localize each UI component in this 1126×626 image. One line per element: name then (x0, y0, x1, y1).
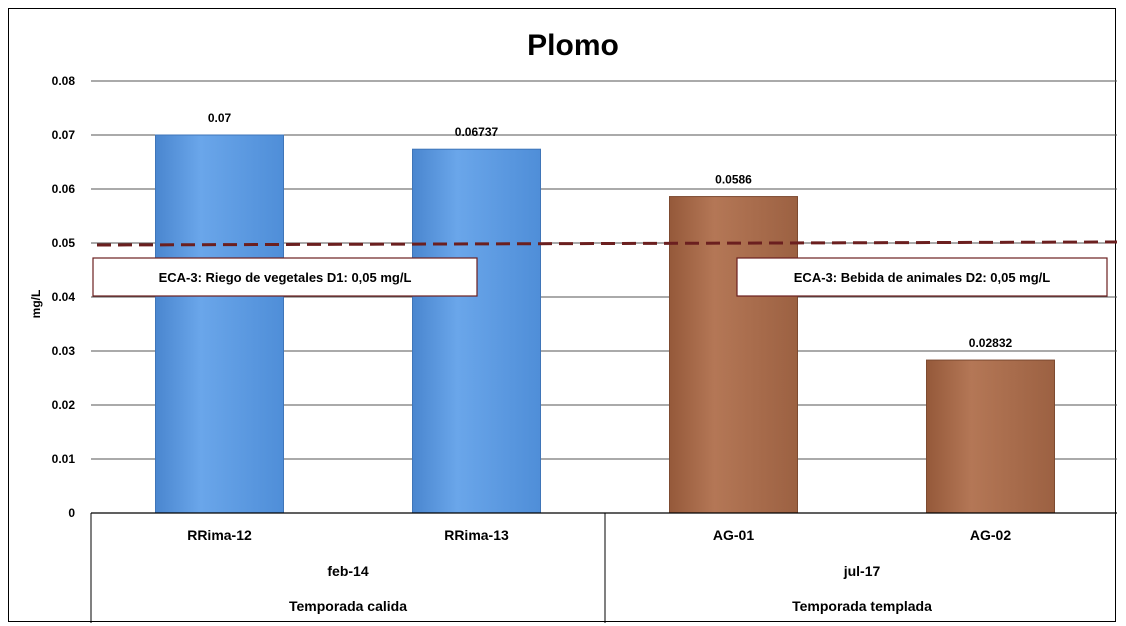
data-label: 0.0586 (715, 173, 752, 187)
group-season-label: Temporada calida (289, 598, 407, 614)
data-label: 0.02832 (969, 336, 1013, 350)
group-season-label: Temporada templada (792, 598, 932, 614)
category-label: AG-02 (970, 527, 1011, 543)
annotation-box (92, 257, 478, 297)
data-label: 0.07 (208, 111, 232, 125)
annotation-text: ECA-3: Riego de vegetales D1: 0,05 mg/L (159, 270, 412, 285)
category-label: RRima-12 (187, 527, 252, 543)
group-date-label: jul-17 (843, 563, 881, 579)
y-tick-label: 0 (68, 506, 75, 520)
bars (155, 134, 1055, 514)
annotation-text: ECA-3: Bebida de animales D2: 0,05 mg/L (794, 270, 1051, 285)
bar-rrima-13 (412, 148, 541, 514)
y-axis-label: mg/L (29, 290, 43, 319)
y-tick-label: 0.07 (52, 128, 76, 142)
value-labels: 0.07 0.06737 0.0586 0.02832 (208, 111, 1013, 350)
annotations: ECA-3: Riego de vegetales D1: 0,05 mg/L E… (92, 257, 1108, 297)
x-axis: RRima-12 RRima-13 AG-01 AG-02 feb-14 Temporad… (90, 512, 1117, 623)
bar-ag-01 (669, 196, 798, 514)
bar-chart: 00.010.020.030.040.050.060.070.08 0.070.… (29, 29, 1117, 623)
y-tick-label: 0.04 (52, 290, 76, 304)
eca-3-limit-line (96, 240, 1117, 247)
bar-ag-02 (926, 359, 1055, 514)
category-label: RRima-13 (444, 527, 509, 543)
bar-rrima-12 (155, 134, 284, 514)
chart-title: Plomo (527, 29, 619, 62)
y-tick-label: 0.02 (52, 398, 76, 412)
reference-line (96, 240, 1117, 247)
data-label: 0.06737 (455, 125, 499, 139)
y-tick-label: 0.05 (52, 236, 76, 250)
group-date-label: feb-14 (327, 563, 368, 579)
y-tick-label: 0.03 (52, 344, 76, 358)
annotation-box (736, 257, 1108, 297)
chart-frame: 0 0.01 0.02 0.03 0.04 0.05 0.06 0.07 0.08 0.07 0.… (8, 8, 1117, 623)
y-tick-label: 0.01 (52, 452, 76, 466)
y-tick-labels: 0 0.01 0.02 0.03 0.04 0.05 0.06 0.07 0.08 (52, 74, 76, 520)
y-tick-label: 0.06 (52, 182, 76, 196)
category-label: AG-01 (713, 527, 754, 543)
y-tick-label: 0.08 (52, 74, 76, 88)
